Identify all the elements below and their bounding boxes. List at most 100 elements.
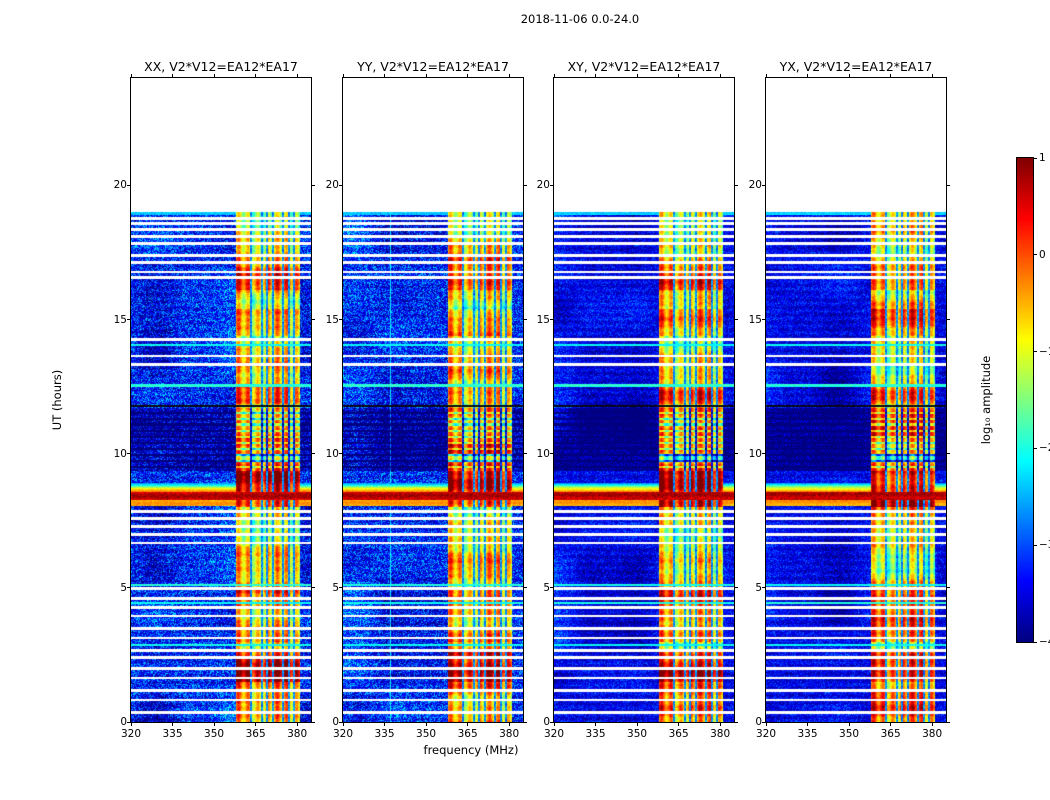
y-axis-label: UT (hours) <box>50 369 64 431</box>
y-tick <box>523 587 527 589</box>
x-tick-label: 335 <box>585 728 606 740</box>
x-tick <box>678 74 680 78</box>
figure-title: 2018-11-06 0.0-24.0 <box>520 12 640 26</box>
colorbar-tick <box>1033 254 1037 256</box>
x-tick <box>130 722 132 726</box>
x-tick-label: 380 <box>287 728 308 740</box>
x-tick <box>890 74 892 78</box>
spectrogram-canvas-xx <box>131 78 311 722</box>
y-tick <box>311 721 315 723</box>
x-tick <box>765 74 767 78</box>
y-tick <box>734 319 738 320</box>
x-tick <box>213 74 215 78</box>
x-tick <box>425 722 427 726</box>
x-tick-label: 320 <box>120 728 142 740</box>
y-tick <box>523 453 527 455</box>
y-tick-label: 0 <box>120 716 127 728</box>
x-tick-label: 365 <box>880 728 901 740</box>
y-tick <box>946 587 950 589</box>
y-tick-label: 10 <box>325 447 339 460</box>
x-tick <box>255 74 257 78</box>
x-tick <box>508 74 510 78</box>
y-tick <box>339 721 343 723</box>
x-tick-label: 320 <box>755 728 777 740</box>
y-tick <box>127 453 131 455</box>
x-tick-label: 350 <box>416 728 437 740</box>
x-tick <box>296 74 298 78</box>
y-tick-label: 20 <box>113 179 127 192</box>
y-tick <box>734 587 738 589</box>
x-tick <box>553 722 555 726</box>
y-tick <box>734 453 738 455</box>
y-tick-label: 15 <box>113 313 127 326</box>
colorbar-label: log₁₀ amplitude <box>979 355 993 445</box>
x-tick-label: 365 <box>668 728 689 740</box>
y-tick-label: 0 <box>543 716 550 728</box>
y-tick <box>523 184 527 186</box>
x-tick <box>172 74 174 78</box>
x-tick <box>848 722 850 726</box>
colorbar-tick-label: 0 <box>1039 248 1046 261</box>
panel-title-yy: YY, V2*V12=EA12*EA17 <box>357 59 509 74</box>
x-tick <box>719 74 721 78</box>
y-tick <box>523 721 527 723</box>
x-tick-label: 380 <box>710 728 731 740</box>
x-tick <box>467 74 469 78</box>
y-tick-label: 15 <box>748 313 762 326</box>
x-tick <box>553 74 555 78</box>
y-tick <box>127 587 131 589</box>
y-tick <box>339 319 343 320</box>
y-tick <box>946 453 950 455</box>
panel-title-yx: YX, V2*V12=EA12*EA17 <box>779 59 933 74</box>
x-tick-label: 350 <box>204 728 225 740</box>
y-tick <box>946 319 950 320</box>
y-tick-label: 5 <box>755 581 762 594</box>
x-axis-label: frequency (MHz) <box>423 743 519 757</box>
y-tick <box>550 453 554 455</box>
x-tick-label: 380 <box>922 728 943 740</box>
x-tick-label: 350 <box>839 728 860 740</box>
y-tick-label: 20 <box>536 179 550 192</box>
colorbar-tick <box>1033 447 1037 449</box>
panel-title-xy: XY, V2*V12=EA12*EA17 <box>567 59 721 74</box>
y-tick <box>523 319 527 320</box>
colorbar-gradient <box>1017 158 1033 642</box>
y-tick <box>550 587 554 589</box>
y-tick-label: 20 <box>748 179 762 192</box>
x-tick-label: 335 <box>374 728 395 740</box>
y-tick <box>762 453 766 455</box>
x-tick <box>807 722 809 726</box>
colorbar-tick-label: −2 <box>1039 442 1050 455</box>
y-tick <box>339 453 343 455</box>
x-tick <box>636 74 638 78</box>
y-tick <box>127 721 131 723</box>
x-tick-label: 335 <box>162 728 183 740</box>
x-tick <box>213 722 215 726</box>
colorbar-tick-label: −4 <box>1039 636 1050 648</box>
colorbar-tick <box>1033 351 1037 353</box>
y-tick <box>339 587 343 589</box>
y-tick <box>946 184 950 186</box>
x-tick <box>467 722 469 726</box>
y-tick-label: 15 <box>325 313 339 326</box>
y-tick <box>339 184 343 186</box>
y-tick <box>734 184 738 186</box>
y-tick-label: 15 <box>536 313 550 326</box>
x-tick-label: 380 <box>499 728 520 740</box>
x-tick <box>848 74 850 78</box>
x-tick <box>384 74 386 78</box>
y-tick-label: 5 <box>332 581 339 594</box>
x-tick-label: 335 <box>797 728 818 740</box>
x-tick <box>678 722 680 726</box>
x-tick-label: 320 <box>543 728 565 740</box>
x-tick <box>595 74 597 78</box>
y-tick <box>762 184 766 186</box>
x-tick <box>172 722 174 726</box>
spectrogram-canvas-yy <box>343 78 523 722</box>
colorbar-tick-label: −3 <box>1039 539 1050 552</box>
x-tick <box>636 722 638 726</box>
y-tick-label: 0 <box>332 716 339 728</box>
y-tick <box>311 319 315 320</box>
y-tick <box>734 721 738 723</box>
y-tick <box>311 587 315 589</box>
